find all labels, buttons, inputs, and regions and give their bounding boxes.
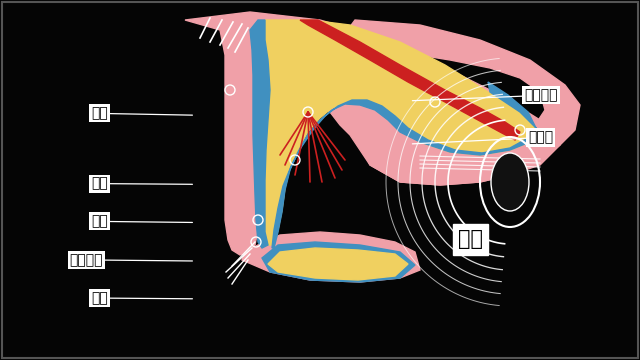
Polygon shape bbox=[250, 20, 270, 248]
Text: 眼筑皮肤: 眼筑皮肤 bbox=[70, 253, 103, 267]
Polygon shape bbox=[262, 242, 415, 282]
Text: 腿膜: 腿膜 bbox=[91, 177, 108, 190]
Text: 提筑肌: 提筑肌 bbox=[528, 131, 554, 144]
Polygon shape bbox=[340, 20, 580, 185]
Polygon shape bbox=[268, 248, 408, 280]
Polygon shape bbox=[272, 82, 538, 248]
Polygon shape bbox=[265, 20, 538, 245]
Text: 睿毛: 睿毛 bbox=[91, 291, 108, 305]
Polygon shape bbox=[300, 20, 520, 140]
Polygon shape bbox=[185, 12, 560, 255]
Text: 眉毛: 眉毛 bbox=[91, 107, 108, 120]
Polygon shape bbox=[242, 232, 420, 282]
Text: 筑板: 筑板 bbox=[91, 215, 108, 228]
Text: 隔内脂肪: 隔内脂肪 bbox=[524, 89, 557, 102]
Ellipse shape bbox=[491, 153, 529, 211]
Text: 眼球: 眼球 bbox=[458, 229, 483, 249]
